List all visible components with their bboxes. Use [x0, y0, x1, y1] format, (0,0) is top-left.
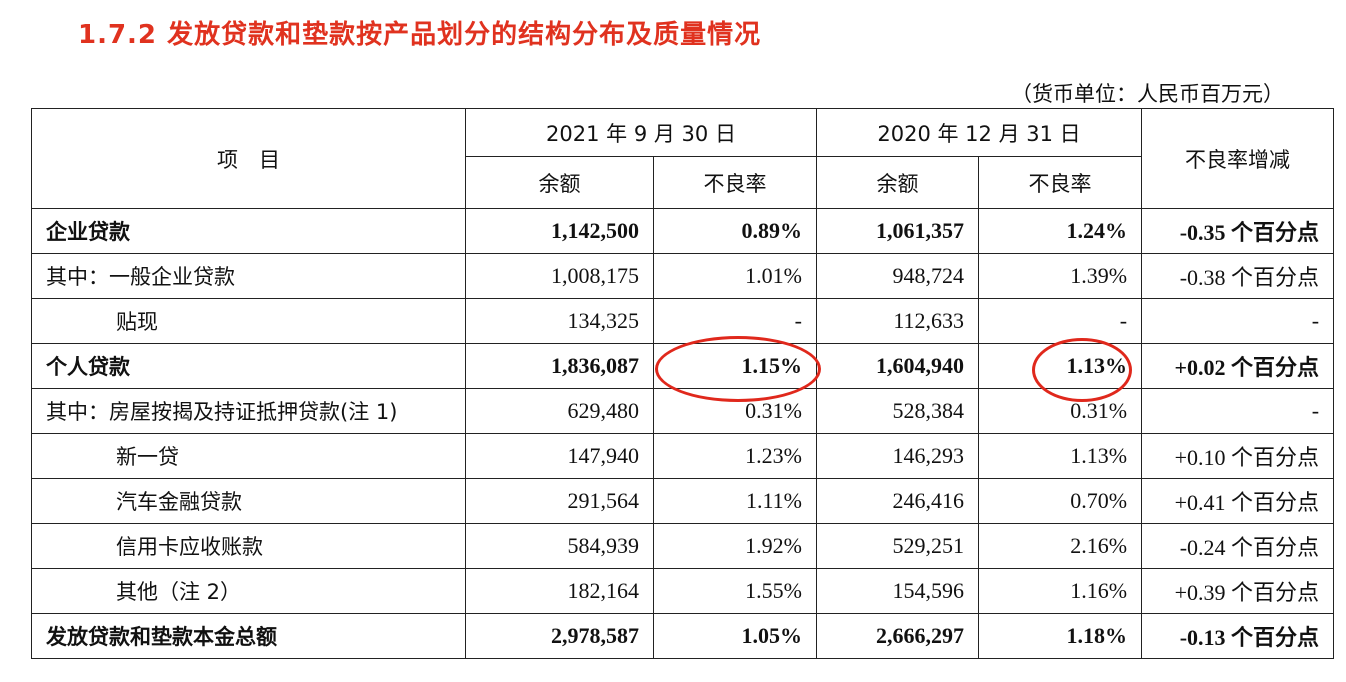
row-label: 其他（注 2）	[31, 568, 466, 614]
cell-npl-2020: 1.18%	[977, 613, 1143, 659]
row-label: 其中：房屋按揭及持证抵押贷款(注 1)	[31, 388, 466, 434]
cell-npl-2021: 1.92%	[653, 523, 817, 569]
table-row: 其他（注 2） 182,164 1.55% 154,596 1.16% +0.3…	[31, 568, 1335, 614]
cell-npl-2020: -	[977, 298, 1143, 344]
cell-balance-2021: 134,325	[465, 298, 654, 344]
cell-npl-2020: 1.13%	[977, 343, 1143, 389]
cell-npl-2020: 0.70%	[977, 478, 1143, 524]
row-label: 企业贷款	[31, 208, 466, 254]
cell-balance-2020: 112,633	[816, 298, 979, 344]
cell-npl-2020: 1.16%	[977, 568, 1143, 614]
cell-npl-2020: 1.13%	[977, 433, 1143, 479]
cell-npl-2021: 1.01%	[653, 253, 817, 299]
cell-npl-2020: 1.24%	[977, 208, 1143, 254]
cell-npl-2021: 1.55%	[653, 568, 817, 614]
cell-npl-2020: 1.39%	[977, 253, 1143, 299]
table-row: 其中：房屋按揭及持证抵押贷款(注 1) 629,480 0.31% 528,38…	[31, 388, 1335, 434]
table-row: 其中：一般企业贷款 1,008,175 1.01% 948,724 1.39% …	[31, 253, 1335, 299]
cell-balance-2021: 147,940	[465, 433, 654, 479]
cell-balance-2020: 529,251	[816, 523, 979, 569]
cell-balance-2021: 584,939	[465, 523, 654, 569]
row-label: 个人贷款	[31, 343, 466, 389]
table-row: 贴现 134,325 - 112,633 - -	[31, 298, 1335, 344]
cell-npl-2021: 1.05%	[653, 613, 817, 659]
cell-change: -0.13 个百分点	[1141, 613, 1335, 659]
cell-npl-2021: -	[653, 298, 817, 344]
row-label: 汽车金融贷款	[31, 478, 466, 524]
cell-balance-2021: 182,164	[465, 568, 654, 614]
cell-balance-2020: 948,724	[816, 253, 979, 299]
cell-balance-2021: 291,564	[465, 478, 654, 524]
table-header-row-1: 项 目 2021 年 9 月 30 日 2020 年 12 月 31 日 不良率…	[31, 108, 1335, 209]
table-row: 发放贷款和垫款本金总额 2,978,587 1.05% 2,666,297 1.…	[31, 613, 1335, 659]
row-label: 贴现	[31, 298, 466, 344]
header-change: 不良率增减	[1141, 108, 1335, 209]
cell-balance-2021: 1,836,087	[465, 343, 654, 389]
cell-balance-2020: 1,604,940	[816, 343, 979, 389]
cell-change: +0.10 个百分点	[1141, 433, 1335, 479]
header-npl-2020: 不良率	[977, 156, 1143, 209]
cell-change: +0.41 个百分点	[1141, 478, 1335, 524]
cell-npl-2021: 1.11%	[653, 478, 817, 524]
cell-balance-2021: 1,142,500	[465, 208, 654, 254]
cell-balance-2020: 2,666,297	[816, 613, 979, 659]
cell-balance-2020: 528,384	[816, 388, 979, 434]
cell-change: -	[1141, 388, 1335, 434]
cell-npl-2020: 2.16%	[977, 523, 1143, 569]
header-balance-2020: 余额	[816, 156, 979, 209]
row-label: 信用卡应收账款	[31, 523, 466, 569]
table-row: 汽车金融贷款 291,564 1.11% 246,416 0.70% +0.41…	[31, 478, 1335, 524]
header-period-2021: 2021 年 9 月 30 日	[465, 108, 817, 157]
cell-balance-2020: 246,416	[816, 478, 979, 524]
cell-balance-2021: 1,008,175	[465, 253, 654, 299]
cell-change: -0.24 个百分点	[1141, 523, 1335, 569]
cell-change: -0.38 个百分点	[1141, 253, 1335, 299]
cell-npl-2021: 0.89%	[653, 208, 817, 254]
loan-quality-table: 项 目 2021 年 9 月 30 日 2020 年 12 月 31 日 不良率…	[31, 108, 1335, 659]
row-label: 发放贷款和垫款本金总额	[31, 613, 466, 659]
section-title: 1.7.2 发放贷款和垫款按产品划分的结构分布及质量情况	[78, 20, 762, 50]
cell-npl-2020: 0.31%	[977, 388, 1143, 434]
cell-change: -0.35 个百分点	[1141, 208, 1335, 254]
cell-change: -	[1141, 298, 1335, 344]
cell-balance-2020: 146,293	[816, 433, 979, 479]
table-row: 个人贷款 1,836,087 1.15% 1,604,940 1.13% +0.…	[31, 343, 1335, 389]
header-balance-2021: 余额	[465, 156, 654, 209]
cell-balance-2021: 2,978,587	[465, 613, 654, 659]
cell-npl-2021: 1.15%	[653, 343, 817, 389]
row-label: 新一贷	[31, 433, 466, 479]
header-npl-2021: 不良率	[653, 156, 817, 209]
cell-npl-2021: 1.23%	[653, 433, 817, 479]
cell-npl-2021: 0.31%	[653, 388, 817, 434]
cell-change: +0.39 个百分点	[1141, 568, 1335, 614]
currency-unit-note: （货币单位：人民币百万元）	[1011, 82, 1284, 106]
table-row: 企业贷款 1,142,500 0.89% 1,061,357 1.24% -0.…	[31, 208, 1335, 254]
header-item: 项 目	[31, 108, 466, 209]
cell-balance-2020: 154,596	[816, 568, 979, 614]
cell-balance-2020: 1,061,357	[816, 208, 979, 254]
table-row: 新一贷 147,940 1.23% 146,293 1.13% +0.10 个百…	[31, 433, 1335, 479]
table-row: 信用卡应收账款 584,939 1.92% 529,251 2.16% -0.2…	[31, 523, 1335, 569]
cell-balance-2021: 629,480	[465, 388, 654, 434]
row-label: 其中：一般企业贷款	[31, 253, 466, 299]
header-period-2020: 2020 年 12 月 31 日	[815, 108, 1143, 157]
cell-change: +0.02 个百分点	[1141, 343, 1335, 389]
